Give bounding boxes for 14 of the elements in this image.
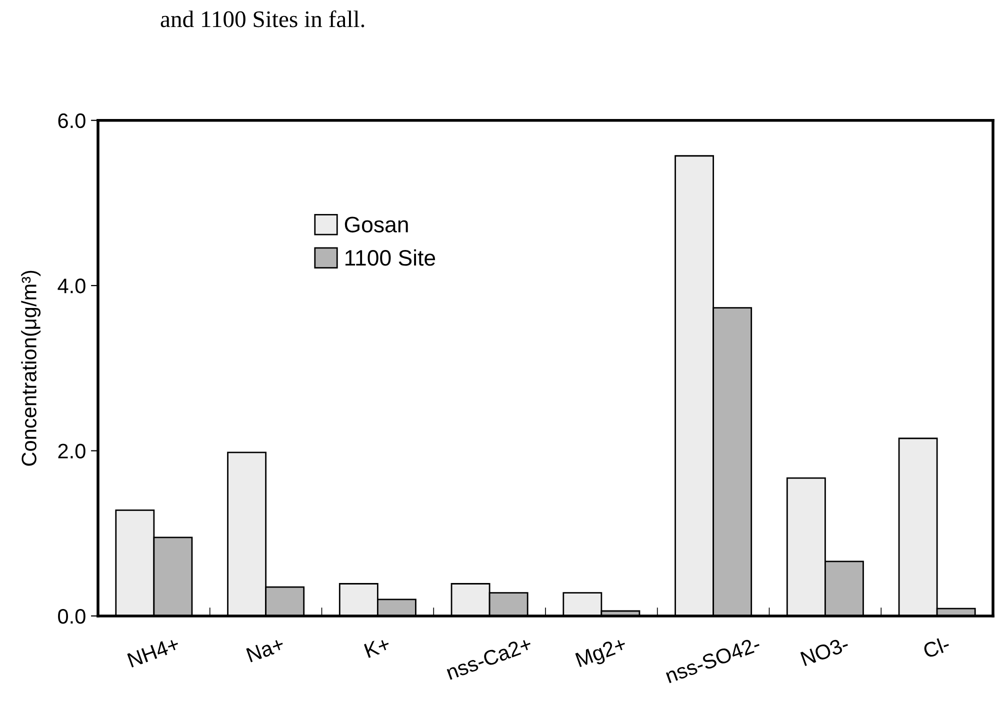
- x-tick-label: Cl-: [922, 636, 951, 659]
- x-tick-label: NO3-: [800, 636, 850, 666]
- y-axis-title: Concentration(μg/m³): [21, 270, 41, 466]
- legend-label: Gosan: [344, 216, 408, 232]
- y-tick-label: 4.0: [58, 278, 86, 294]
- y-tick-label: 6.0: [58, 113, 86, 128]
- x-tick-label: Na+: [246, 636, 285, 662]
- y-tick-label: 2.0: [58, 444, 86, 459]
- text: and 1100 Sites in fall.: [160, 10, 364, 28]
- x-tick-label: Mg2+: [575, 636, 629, 672]
- y-tick-label: 0.0: [58, 608, 86, 624]
- legend-label: 1100 Site: [345, 249, 436, 266]
- x-tick-label: K+: [364, 636, 391, 658]
- x-tick-label: NH4+: [127, 636, 180, 668]
